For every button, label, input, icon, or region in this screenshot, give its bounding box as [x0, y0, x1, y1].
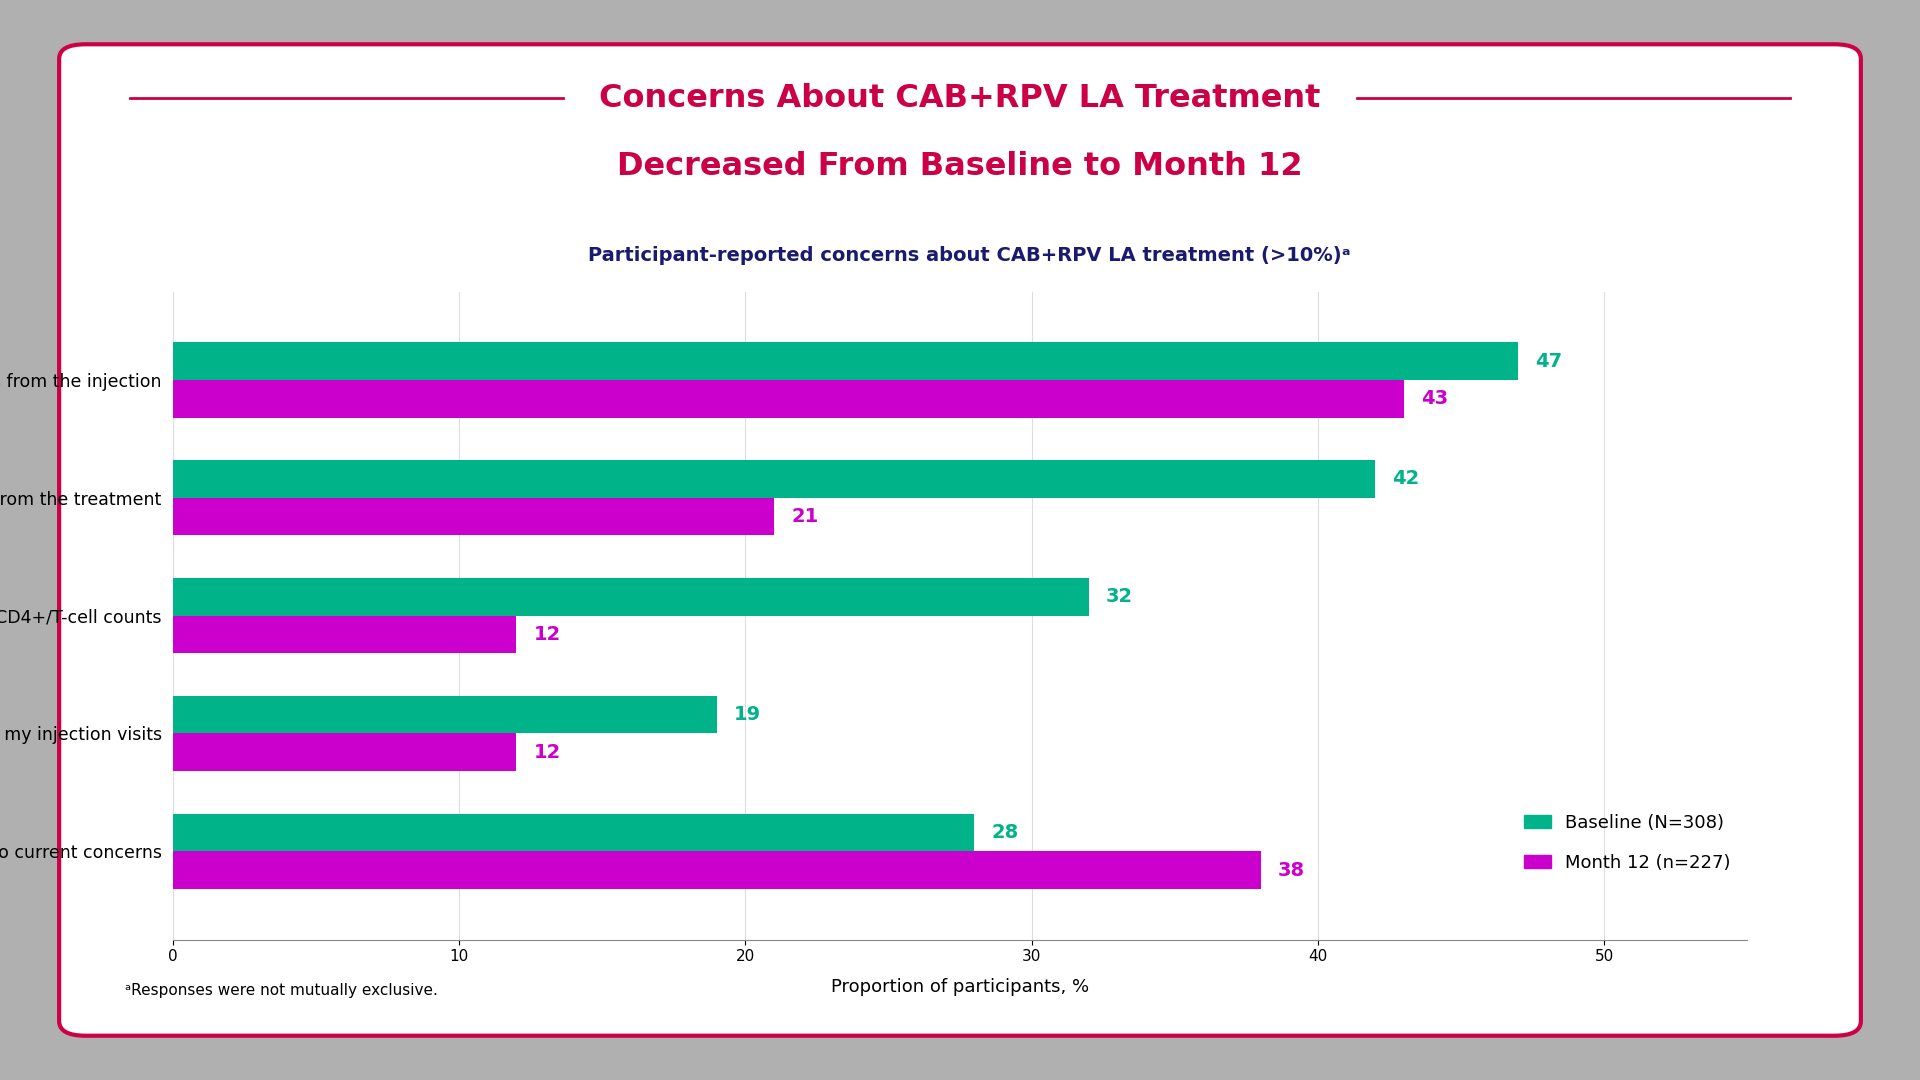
Text: 28: 28 — [991, 823, 1020, 842]
Bar — [173, 578, 1089, 616]
Text: 42: 42 — [1392, 470, 1419, 488]
Text: 21: 21 — [791, 508, 818, 526]
Text: 12: 12 — [534, 743, 561, 761]
Bar — [173, 342, 1519, 380]
X-axis label: Proportion of participants, %: Proportion of participants, % — [831, 978, 1089, 996]
Bar — [173, 696, 716, 733]
Bar — [173, 380, 1404, 418]
Text: 32: 32 — [1106, 588, 1133, 606]
Text: ᵃResponses were not mutually exclusive.: ᵃResponses were not mutually exclusive. — [125, 983, 438, 998]
Bar — [173, 851, 1261, 889]
Bar — [173, 616, 516, 653]
FancyBboxPatch shape — [60, 44, 1860, 1036]
Text: 12: 12 — [534, 625, 561, 644]
Bar — [173, 813, 973, 851]
Text: 43: 43 — [1421, 389, 1448, 408]
Text: Decreased From Baseline to Month 12: Decreased From Baseline to Month 12 — [616, 151, 1304, 183]
Bar — [173, 460, 1375, 498]
Bar — [173, 498, 774, 536]
Legend: Baseline (N=308), Month 12 (n=227): Baseline (N=308), Month 12 (n=227) — [1517, 807, 1738, 879]
Text: 47: 47 — [1536, 352, 1563, 370]
Bar — [173, 733, 516, 771]
Text: Participant-reported concerns about CAB+RPV LA treatment (>10%)ᵃ: Participant-reported concerns about CAB+… — [588, 245, 1352, 265]
Text: 19: 19 — [733, 705, 760, 724]
Text: Concerns About CAB+RPV LA Treatment: Concerns About CAB+RPV LA Treatment — [599, 83, 1321, 114]
Text: 38: 38 — [1277, 861, 1306, 879]
